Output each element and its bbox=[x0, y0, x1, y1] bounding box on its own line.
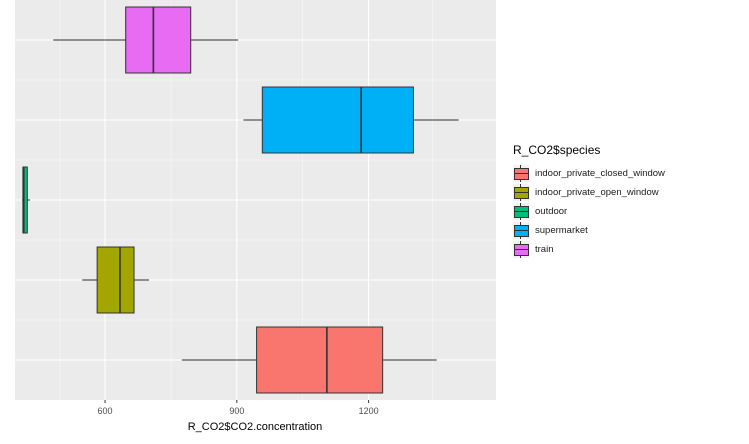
box-iqr bbox=[22, 166, 28, 234]
x-tick-label: 900 bbox=[229, 406, 244, 416]
box-indoor_private_closed_window bbox=[181, 326, 437, 394]
box-series bbox=[22, 6, 459, 394]
legend-key-swatch bbox=[514, 168, 529, 180]
legend-items: indoor_private_closed_window indoor_priva… bbox=[513, 164, 665, 259]
legend-key-swatch bbox=[514, 225, 529, 237]
legend-key-swatch bbox=[514, 244, 529, 256]
box-iqr bbox=[256, 326, 384, 394]
legend-key-median bbox=[514, 249, 529, 250]
box-iqr bbox=[261, 86, 414, 154]
legend-item-indoor_private_open_window: indoor_private_open_window bbox=[513, 183, 665, 202]
legend-key bbox=[513, 241, 529, 258]
legend-item-supermarket: supermarket bbox=[513, 221, 665, 240]
legend-title: R_CO2$species bbox=[513, 143, 601, 157]
x-axis-title: R_CO2$CO2.concentration bbox=[188, 421, 323, 433]
legend-key bbox=[513, 203, 529, 220]
box-outdoor bbox=[22, 166, 30, 234]
legend-label: indoor_private_open_window bbox=[535, 187, 659, 198]
legend-item-outdoor: outdoor bbox=[513, 202, 665, 221]
legend-key bbox=[513, 184, 529, 201]
box-supermarket bbox=[243, 86, 459, 154]
legend-key-median bbox=[514, 173, 529, 174]
box-indoor_private_open_window bbox=[82, 246, 149, 314]
legend-item-train: train bbox=[513, 240, 665, 259]
legend-key-median bbox=[514, 192, 529, 193]
legend-key-swatch bbox=[514, 187, 529, 199]
legend-label: outdoor bbox=[535, 206, 568, 217]
legend-item-indoor_private_closed_window: indoor_private_closed_window bbox=[513, 164, 665, 183]
box-train bbox=[53, 6, 239, 74]
x-tick-label: 600 bbox=[98, 406, 113, 416]
legend-label: indoor_private_closed_window bbox=[535, 168, 665, 179]
box-iqr bbox=[125, 6, 192, 74]
legend-key-median bbox=[514, 230, 529, 231]
legend-label: supermarket bbox=[535, 225, 588, 236]
legend-label: train bbox=[535, 244, 554, 255]
legend-key bbox=[513, 222, 529, 239]
x-tick-label: 1200 bbox=[359, 406, 379, 416]
legend-key-swatch bbox=[514, 206, 529, 218]
x-axis: 600 900 1200 bbox=[98, 400, 379, 416]
legend-key-median bbox=[514, 211, 529, 212]
legend: R_CO2$species indoor_private_closed_wind… bbox=[513, 142, 665, 259]
box-iqr bbox=[96, 246, 135, 314]
legend-key bbox=[513, 165, 529, 182]
